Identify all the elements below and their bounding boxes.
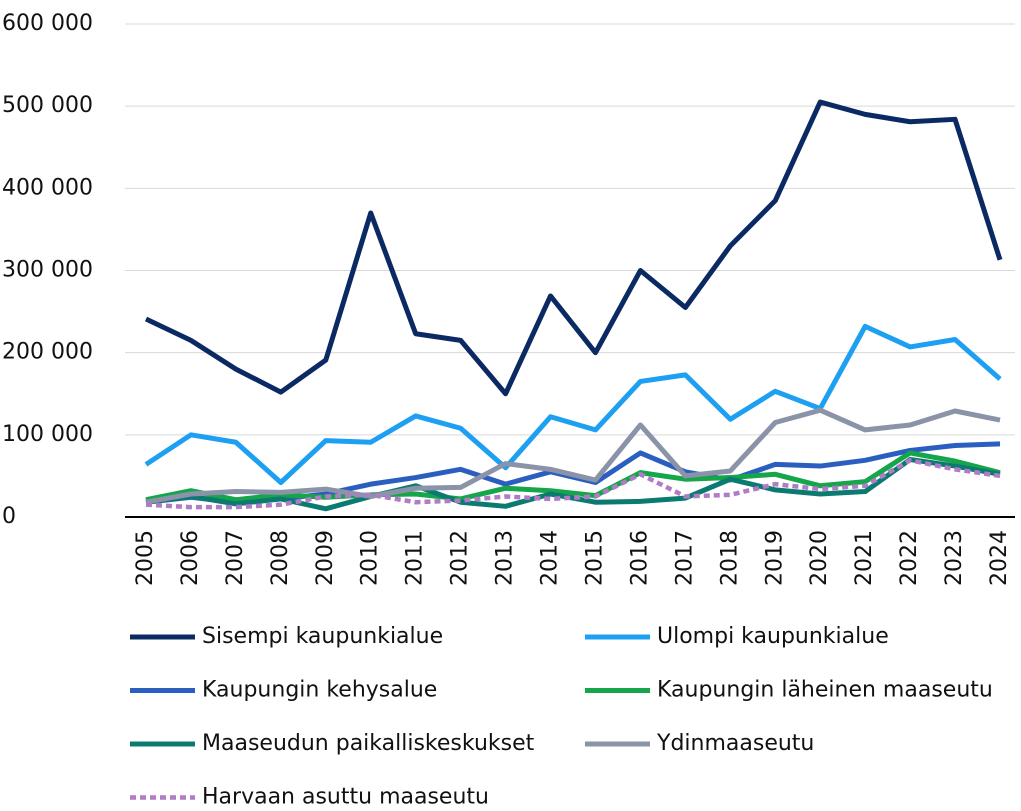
x-tick-label: 2016 xyxy=(627,530,652,586)
y-tick-label: 100 000 xyxy=(2,422,93,447)
x-tick-label: 2012 xyxy=(448,530,473,586)
x-tick-label: 2005 xyxy=(133,530,158,586)
y-tick-label: 200 000 xyxy=(2,340,93,365)
x-tick-label: 2009 xyxy=(313,530,338,586)
x-tick-label: 2008 xyxy=(268,530,293,586)
legend-label: Kaupungin kehysalue xyxy=(202,678,437,703)
legend-label: Maaseudun paikalliskeskukset xyxy=(202,731,535,756)
series-line xyxy=(144,323,1002,485)
x-tick-label: 2017 xyxy=(672,530,697,586)
x-tick-label: 2019 xyxy=(762,530,787,586)
x-tick-label: 2021 xyxy=(852,530,877,586)
y-tick-label: 500 000 xyxy=(2,93,93,118)
x-tick-label: 2024 xyxy=(987,530,1012,586)
x-tick-label: 2020 xyxy=(807,530,832,586)
x-tick-label: 2006 xyxy=(178,530,203,586)
x-tick-label: 2022 xyxy=(897,530,922,586)
y-tick-label: 400 000 xyxy=(2,175,93,200)
series-line xyxy=(145,456,1001,512)
x-tick-label: 2015 xyxy=(582,530,607,586)
x-tick-label: 2010 xyxy=(358,530,383,586)
legend-label: Sisempi kaupunkialue xyxy=(202,624,443,649)
legend-label: Kaupungin läheinen maaseutu xyxy=(657,678,993,703)
series-line xyxy=(145,407,1001,505)
series-line xyxy=(144,99,1003,397)
x-tick-label: 2013 xyxy=(493,530,518,586)
x-tick-label: 2014 xyxy=(538,530,563,586)
x-tick-label: 2023 xyxy=(942,530,967,586)
series-line xyxy=(145,458,1001,510)
y-tick-label: 600 000 xyxy=(2,11,93,36)
x-tick-label: 2011 xyxy=(403,530,428,586)
series-line xyxy=(145,450,1001,503)
legend-label: Ydinmaaseutu xyxy=(656,731,814,756)
y-tick-label: 0 xyxy=(2,504,16,529)
x-tick-label: 2018 xyxy=(717,530,742,586)
y-tick-label: 300 000 xyxy=(2,258,93,283)
legend-label: Ulompi kaupunkialue xyxy=(657,624,889,649)
legend-label: Harvaan asuttu maaseutu xyxy=(202,785,489,808)
x-tick-label: 2007 xyxy=(223,530,248,586)
